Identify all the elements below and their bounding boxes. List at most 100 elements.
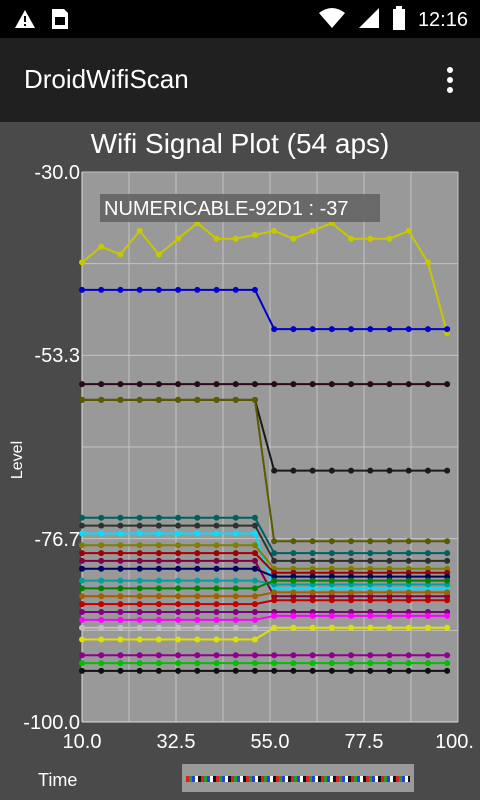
series-line-7 (82, 532, 448, 590)
data-point (98, 522, 105, 529)
data-point (79, 381, 85, 388)
data-point (136, 636, 143, 643)
data-point (232, 636, 239, 643)
data-point (251, 514, 258, 521)
data-point (175, 652, 182, 659)
data-point (444, 550, 451, 557)
series-lines (79, 220, 451, 674)
x-tick-label: 100. (435, 731, 474, 753)
data-point (251, 550, 258, 557)
data-point (290, 597, 297, 604)
data-point (194, 542, 201, 549)
data-point (444, 652, 451, 659)
data-point (251, 593, 258, 600)
data-point (98, 396, 105, 403)
data-point (213, 542, 220, 549)
data-point (79, 667, 85, 674)
data-point (98, 585, 105, 592)
data-point (367, 660, 374, 667)
data-point (232, 660, 239, 667)
data-point (290, 624, 297, 631)
data-point (424, 652, 431, 659)
series-line-8 (82, 544, 448, 570)
signal-icon (358, 7, 380, 34)
data-point (328, 550, 335, 557)
data-point (444, 381, 451, 388)
data-point (328, 577, 335, 584)
data-point (98, 381, 105, 388)
legend-strip (182, 764, 414, 792)
data-point (386, 624, 393, 631)
chart-panel[interactable]: -30.0 -53.3 -76.7 -100.0 10.0 32.5 55.0 77.5 100… (4, 124, 476, 800)
data-point (98, 601, 105, 608)
data-point (348, 597, 355, 604)
data-point (328, 624, 335, 631)
data-point (155, 616, 162, 623)
data-point (367, 538, 374, 545)
data-point (136, 616, 143, 623)
x-tick-label: 32.5 (157, 731, 196, 753)
data-point (194, 557, 201, 564)
data-point (424, 538, 431, 545)
data-point (251, 577, 258, 584)
data-point (328, 667, 335, 674)
data-point (444, 597, 451, 604)
data-point (290, 557, 297, 564)
data-point (175, 616, 182, 623)
data-point (348, 557, 355, 564)
data-point (251, 530, 258, 537)
data-point (444, 612, 451, 619)
data-point (309, 550, 316, 557)
data-point (232, 609, 239, 615)
data-point (348, 381, 355, 388)
data-point (271, 326, 278, 333)
data-point (175, 286, 182, 293)
data-point (136, 609, 143, 615)
data-point (98, 243, 105, 250)
data-point (213, 286, 220, 293)
data-point (367, 589, 374, 596)
x-axis-label: Time (38, 770, 78, 790)
data-point (117, 652, 124, 659)
data-point (271, 660, 278, 667)
data-point (386, 597, 393, 604)
data-point (136, 624, 143, 631)
data-point (290, 467, 297, 474)
data-point (98, 660, 105, 667)
data-point (155, 585, 162, 592)
y-tick-label: -53.3 (34, 345, 80, 367)
data-point (251, 609, 258, 615)
data-point (232, 616, 239, 623)
data-point (79, 286, 85, 293)
series-line-9 (82, 552, 448, 574)
data-point (386, 652, 393, 659)
data-point (367, 612, 374, 619)
data-point (194, 609, 201, 615)
data-point (98, 624, 105, 631)
data-point (444, 577, 451, 584)
overflow-menu-button[interactable] (436, 62, 464, 98)
data-point (328, 381, 335, 388)
data-point (290, 538, 297, 545)
data-point (290, 652, 297, 659)
data-point (98, 286, 105, 293)
wifi-signal-chart[interactable]: -30.0 -53.3 -76.7 -100.010.0 32.5 55.0 77.5 100… (4, 124, 476, 800)
data-point (309, 612, 316, 619)
data-point (251, 381, 258, 388)
data-point (213, 530, 220, 537)
data-point (424, 589, 431, 596)
data-point (194, 616, 201, 623)
data-point (117, 514, 124, 521)
data-point (290, 660, 297, 667)
data-point (348, 235, 355, 242)
data-point (136, 396, 143, 403)
data-point (405, 557, 412, 564)
data-point (213, 652, 220, 659)
data-point (386, 550, 393, 557)
data-point (232, 522, 239, 529)
data-point (194, 286, 201, 293)
data-point (251, 667, 258, 674)
data-point (424, 557, 431, 564)
data-point (79, 522, 85, 529)
data-point (79, 616, 85, 623)
